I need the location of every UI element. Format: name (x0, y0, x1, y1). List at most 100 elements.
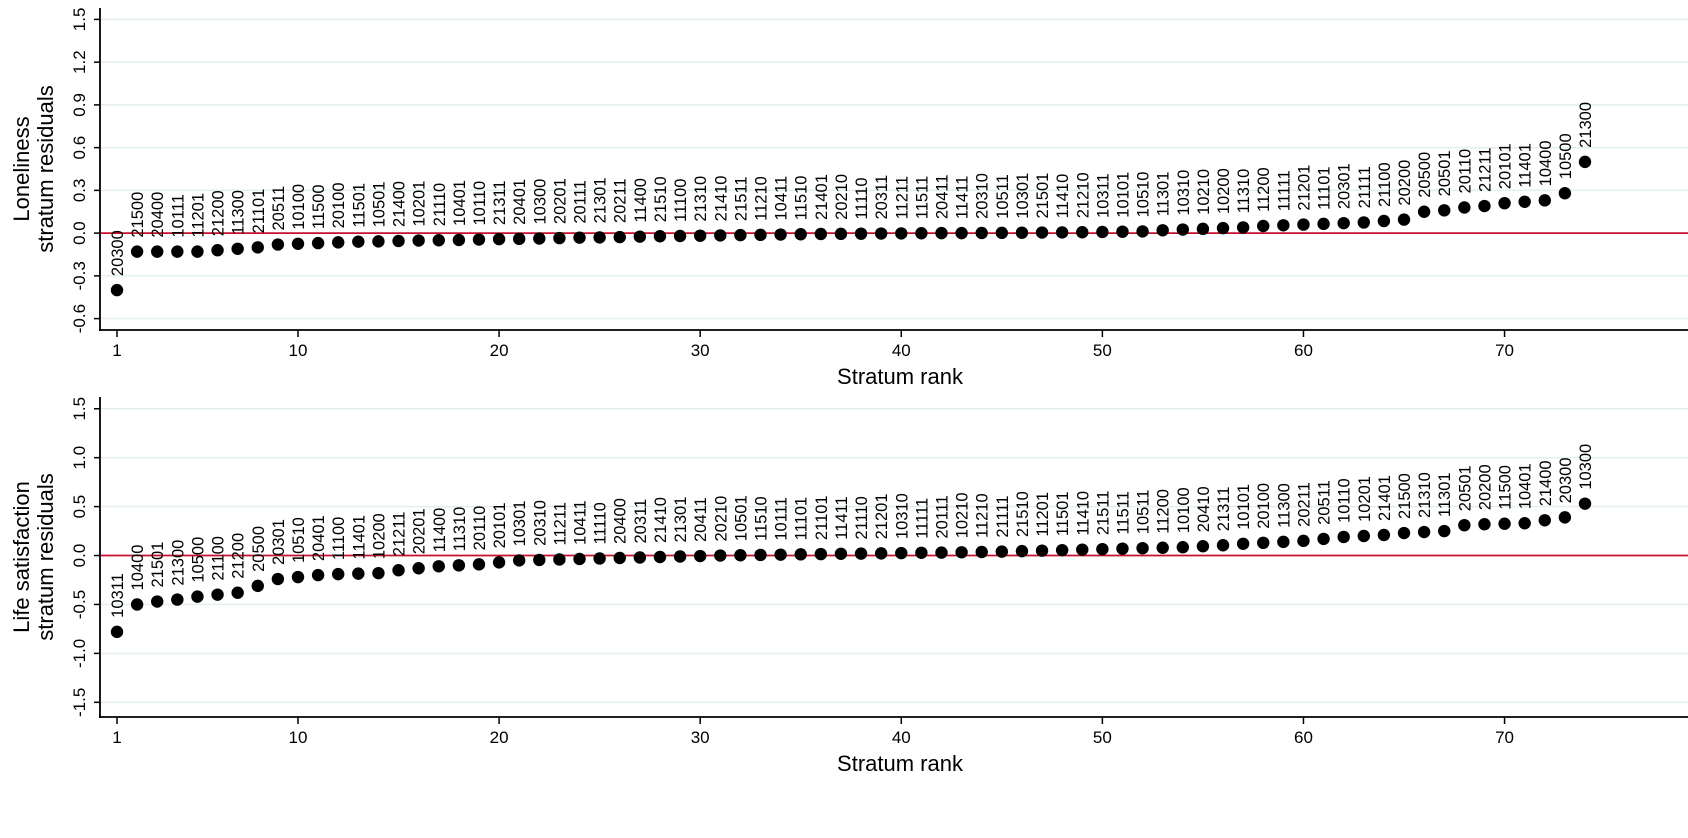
data-point (1136, 541, 1149, 555)
point-label: 20401 (511, 179, 529, 225)
data-point (1196, 222, 1210, 236)
data-point (392, 564, 405, 577)
data-point (854, 547, 868, 560)
point-label: 10401 (1517, 463, 1535, 509)
data-point (291, 570, 305, 584)
point-label: 21501 (1034, 173, 1052, 219)
point-label: 10311 (109, 573, 127, 618)
data-point (110, 625, 124, 639)
data-point (1236, 221, 1250, 234)
point-label: 20511 (1316, 480, 1334, 525)
data-point (1417, 525, 1431, 539)
x-tick-label: 20 (490, 728, 509, 747)
data-point (1578, 155, 1592, 169)
data-point (1216, 221, 1230, 235)
data-point (734, 549, 747, 562)
point-label: 21501 (149, 542, 167, 588)
point-label: 10110 (471, 181, 489, 226)
data-point (613, 551, 626, 565)
data-point (452, 559, 466, 572)
point-label: 11300 (230, 190, 248, 235)
y-tick-label: 1.5 (70, 8, 89, 32)
x-tick-label: 40 (892, 341, 911, 360)
data-point (633, 551, 647, 564)
data-point (1558, 511, 1572, 524)
x-tick-label: 60 (1294, 341, 1313, 360)
data-point (432, 560, 445, 573)
point-label: 21300 (169, 540, 187, 586)
data-point (593, 231, 606, 244)
point-label: 10500 (1557, 133, 1575, 179)
data-point (1015, 226, 1029, 239)
point-label: 10201 (1356, 476, 1374, 522)
data-point (1116, 542, 1129, 555)
data-point (533, 553, 546, 567)
point-label: 11110 (592, 502, 610, 544)
point-label: 21401 (1376, 475, 1394, 521)
data-point (1136, 225, 1149, 238)
x-tick-label: 10 (289, 341, 308, 360)
point-label: 20500 (250, 526, 268, 572)
point-label: 21311 (491, 180, 509, 225)
data-point (191, 590, 204, 603)
y-tick-label: 0.9 (70, 93, 89, 117)
point-label: 21110 (431, 183, 449, 226)
data-point (1377, 214, 1391, 228)
data-point (553, 553, 566, 566)
point-label: 10511 (994, 174, 1012, 219)
data-point (1076, 543, 1089, 556)
data-point (151, 595, 164, 608)
point-label: 21210 (1074, 172, 1092, 218)
y-tick-label: 0.5 (70, 495, 89, 519)
data-point (231, 586, 244, 599)
data-point (1337, 216, 1350, 230)
point-label: 11411 (833, 496, 851, 539)
data-point (1538, 194, 1551, 207)
point-label: 10101 (1235, 484, 1253, 530)
x-tick-label: 70 (1495, 728, 1514, 747)
point-label: 10300 (531, 179, 549, 225)
data-point (1478, 199, 1491, 213)
data-point (492, 232, 506, 246)
x-axis-title: Stratum rank (837, 751, 964, 776)
point-label: 20411 (692, 497, 710, 542)
data-point (895, 227, 908, 240)
point-label: 11400 (431, 508, 449, 553)
y-tick-label: 0.3 (70, 179, 89, 203)
point-label: 20311 (873, 175, 891, 220)
point-label: 10100 (1175, 487, 1193, 533)
data-point (151, 245, 164, 258)
data-point (472, 233, 486, 246)
data-point (975, 545, 988, 559)
data-point (352, 235, 365, 248)
point-label: 20301 (270, 519, 288, 565)
data-point (452, 233, 466, 247)
point-label: 10511 (1135, 490, 1153, 535)
data-point (412, 562, 425, 575)
point-label: 20211 (612, 178, 630, 223)
point-label: 20200 (1396, 160, 1414, 206)
point-label: 11200 (1255, 167, 1273, 212)
data-point (573, 231, 586, 244)
data-point (332, 567, 345, 581)
point-label: 21310 (692, 176, 710, 222)
point-label: 10301 (1014, 173, 1032, 219)
point-label: 20511 (270, 186, 288, 231)
point-label: 10301 (511, 501, 529, 547)
data-point (874, 547, 888, 560)
data-point (734, 228, 747, 242)
point-label: 20311 (632, 499, 650, 544)
data-point (834, 547, 848, 560)
data-point (693, 229, 707, 242)
point-label: 21301 (672, 497, 690, 543)
x-tick-label: 1 (112, 728, 121, 747)
point-label: 11510 (753, 496, 771, 541)
point-label: 11101 (793, 497, 811, 540)
data-point (1417, 205, 1431, 218)
point-label: 11300 (1275, 483, 1293, 528)
data-point (1277, 219, 1290, 232)
point-label: 10101 (1114, 172, 1132, 218)
point-label: 21201 (1295, 165, 1313, 211)
point-label: 20111 (933, 495, 951, 538)
x-tick-label: 30 (691, 728, 710, 747)
